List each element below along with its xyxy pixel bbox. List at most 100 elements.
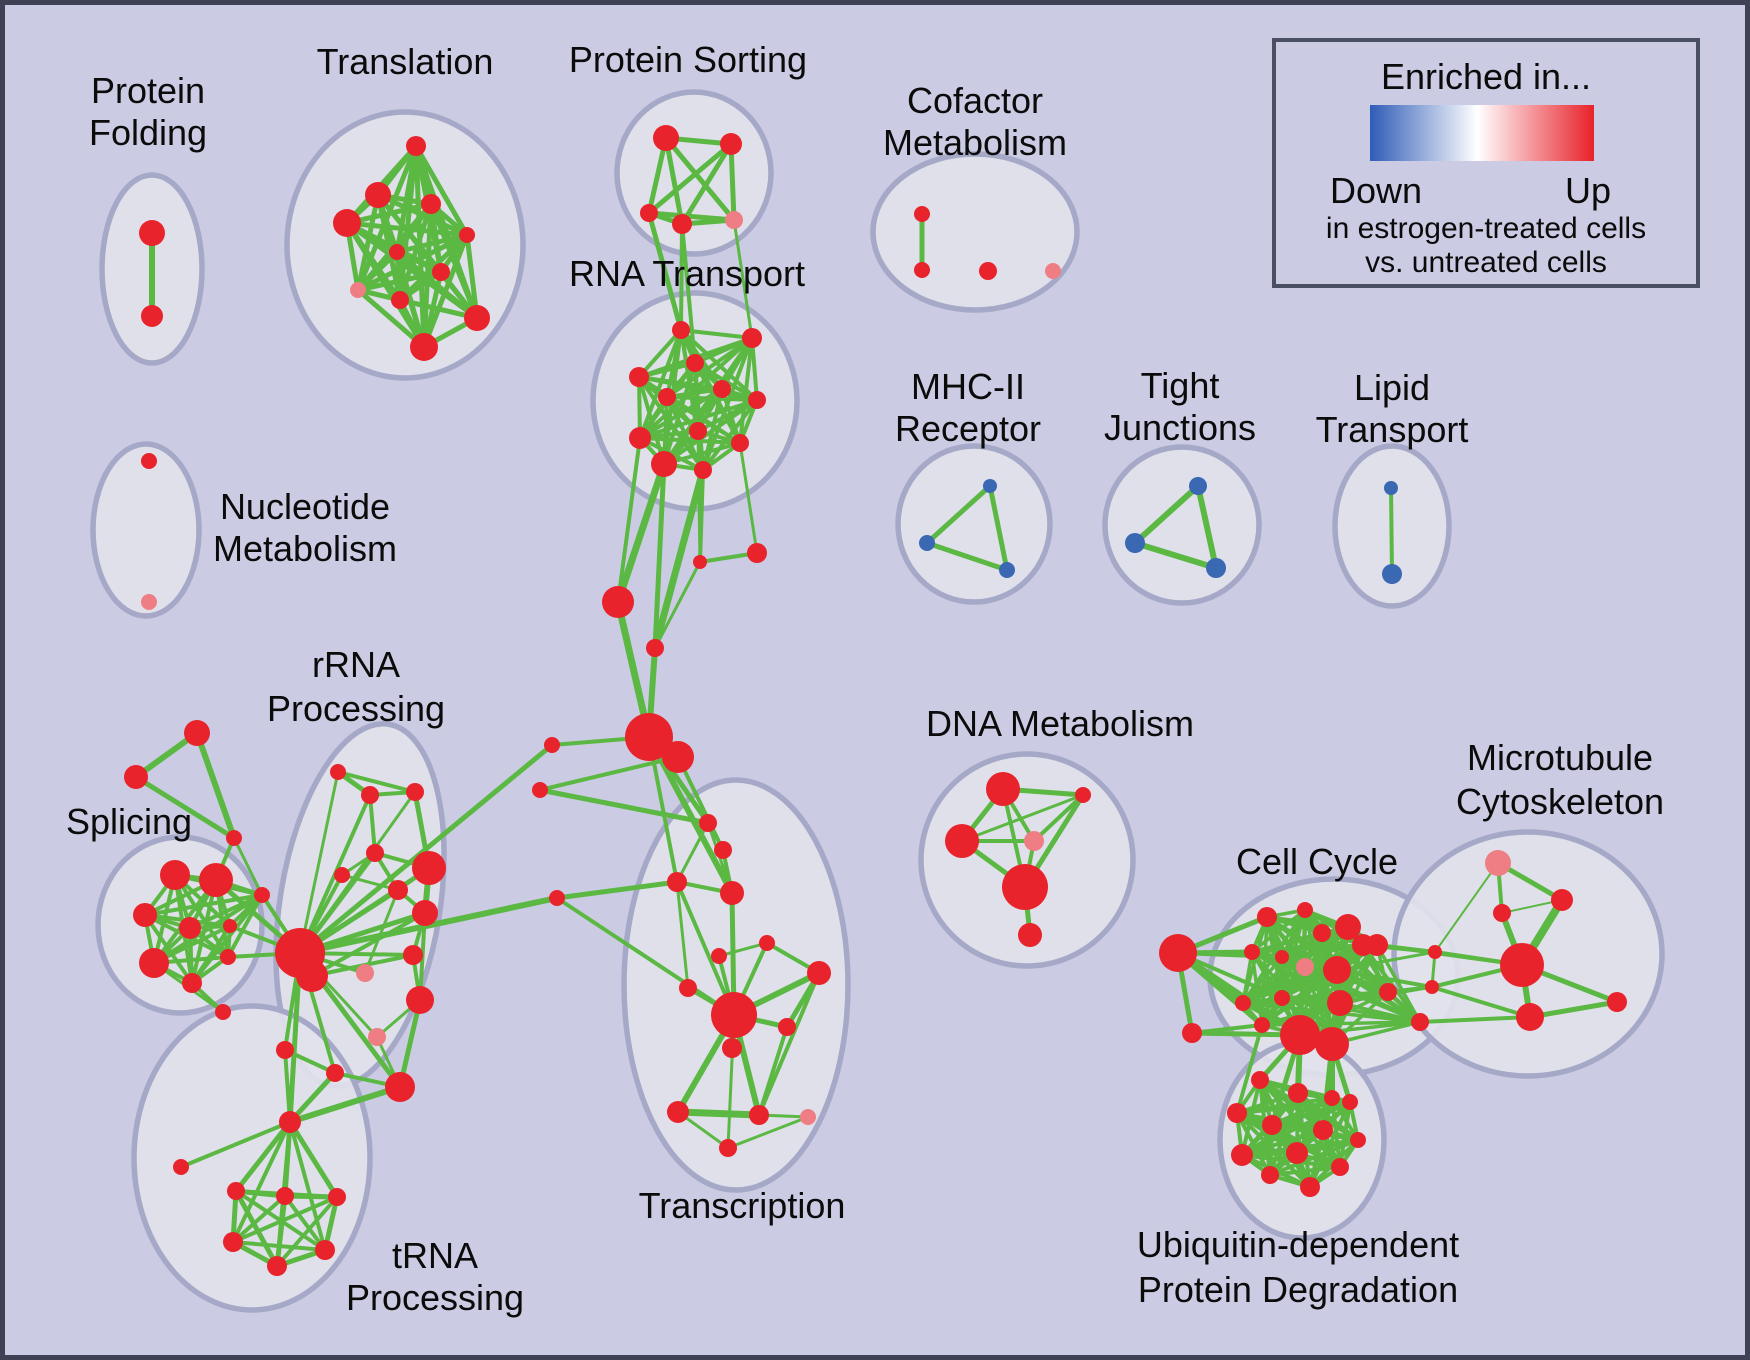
- edge: [674, 1108, 763, 1119]
- edge: [680, 222, 697, 365]
- edge: [960, 793, 1085, 843]
- node-rna-2: [686, 354, 704, 372]
- node-conn-13: [1182, 1023, 1202, 1043]
- edge: [194, 730, 237, 841]
- edge: [1132, 540, 1219, 571]
- edge: [336, 770, 417, 794]
- legend-down-label: Down: [1329, 170, 1423, 211]
- node-trans-7: [679, 979, 697, 997]
- node-cell-7: [1296, 958, 1314, 976]
- edge: [696, 429, 702, 564]
- node-ubi-2: [1324, 1090, 1340, 1106]
- node-cofactor-2: [979, 262, 997, 280]
- node-translation-2: [421, 194, 441, 214]
- node-trans-14: [719, 1139, 737, 1157]
- edge: [987, 483, 1010, 573]
- node-micro-6: [1428, 945, 1442, 959]
- node-micro-3: [1500, 943, 1544, 987]
- node-spl-8: [220, 949, 236, 965]
- edge: [1330, 943, 1379, 1046]
- edge: [232, 836, 264, 897]
- node-cofactor-0: [914, 206, 930, 222]
- edge: [757, 971, 821, 1117]
- edge: [638, 328, 683, 440]
- edge: [1375, 943, 1524, 967]
- edge: [555, 896, 736, 1017]
- node-rna-6: [748, 391, 766, 409]
- edge: [355, 249, 400, 293]
- node-cell-2: [1313, 924, 1331, 942]
- edge: [638, 398, 759, 440]
- node-conn-6: [544, 737, 560, 753]
- node-psort-2: [640, 204, 658, 222]
- node-conn-9: [184, 720, 210, 746]
- node-mhc-1: [919, 535, 935, 551]
- node-conn-10: [124, 765, 148, 789]
- node-spl-4: [223, 919, 237, 933]
- edge: [663, 135, 685, 227]
- node-translation-6: [432, 263, 450, 281]
- node-spl-6: [182, 973, 202, 993]
- edge: [1132, 483, 1201, 546]
- edge: [1335, 968, 1434, 989]
- node-cell-6: [1275, 950, 1289, 964]
- edge: [355, 192, 381, 293]
- node-rrna-9: [403, 945, 423, 965]
- node-nucleotide-1: [141, 594, 157, 610]
- edge: [653, 560, 702, 650]
- node-trna-5: [223, 1232, 243, 1252]
- cluster-label-ubi-line1: Protein Degradation: [1138, 1269, 1458, 1310]
- node-translation-0: [406, 136, 426, 156]
- node-rna-0: [672, 321, 690, 339]
- node-trans-0: [699, 814, 717, 832]
- edge: [1527, 999, 1620, 1020]
- node-cell-17: [1411, 1013, 1429, 1031]
- node-conn-3: [646, 639, 664, 657]
- node-ubi-6: [1313, 1120, 1333, 1140]
- edge: [637, 375, 759, 402]
- cluster-label-nucleotide-line1: Metabolism: [213, 528, 397, 569]
- edge: [298, 790, 417, 955]
- node-tight-2: [1206, 558, 1226, 578]
- edge: [554, 879, 680, 901]
- node-rrna-6: [388, 880, 408, 900]
- node-translation-4: [459, 227, 475, 243]
- edge: [732, 218, 754, 340]
- edge: [231, 1194, 287, 1244]
- legend-caption-line1: in estrogen-treated cells: [1325, 212, 1647, 245]
- node-cell-10: [1274, 990, 1290, 1006]
- edge: [637, 328, 683, 379]
- edge: [344, 220, 470, 238]
- node-trna-6: [315, 1240, 335, 1260]
- edge: [638, 436, 742, 445]
- edge: [1430, 985, 1532, 1019]
- node-trna-4: [328, 1188, 346, 1206]
- cluster-label-pfold-line1: Folding: [89, 112, 207, 153]
- cluster-label-nucleotide-line0: Nucleotide: [220, 486, 390, 527]
- node-ubi-10: [1331, 1158, 1349, 1176]
- node-rrna-13: [326, 1064, 344, 1082]
- node-cell-3: [1335, 914, 1361, 940]
- node-trans-11: [667, 1101, 689, 1123]
- edge: [143, 893, 264, 917]
- edge: [717, 941, 769, 958]
- cluster-label-spl-line0: Splicing: [66, 801, 192, 842]
- edge: [287, 1070, 338, 1125]
- cluster-label-translation-line0: Translation: [317, 41, 494, 82]
- edge: [413, 143, 470, 238]
- node-rrna-1: [361, 786, 379, 804]
- node-conn-2: [747, 543, 767, 563]
- node-lipid-0: [1384, 481, 1398, 495]
- edge: [1260, 943, 1379, 1027]
- cluster-ellipse-trna: [131, 1003, 373, 1313]
- edge: [662, 398, 759, 466]
- node-cell-11: [1327, 990, 1353, 1016]
- edge: [428, 201, 480, 321]
- node-rrna-7: [412, 900, 438, 926]
- node-rrna-2: [406, 783, 424, 801]
- node-rrna-3: [366, 844, 384, 862]
- node-cell-15: [1366, 934, 1388, 956]
- node-rna-3: [629, 367, 649, 387]
- cluster-label-lipid-line1: Transport: [1316, 409, 1469, 450]
